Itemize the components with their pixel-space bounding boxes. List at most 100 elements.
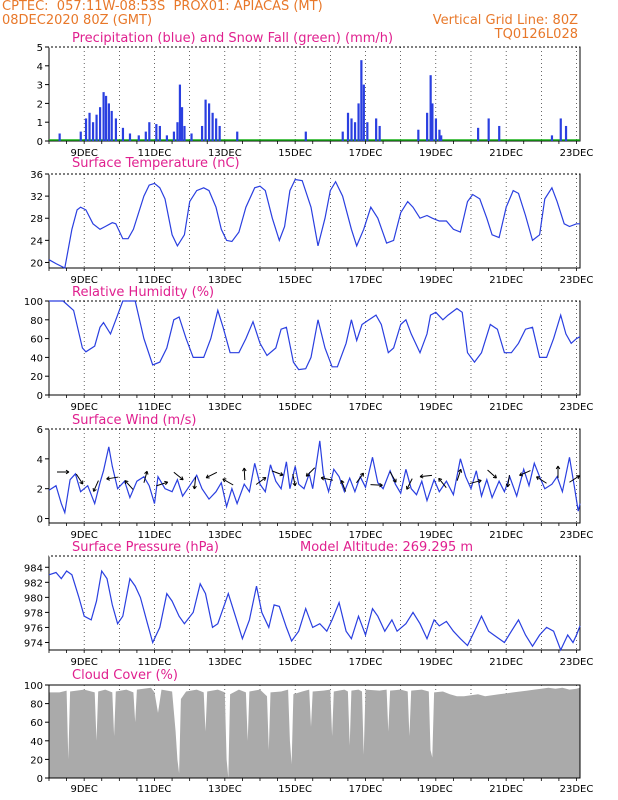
- x-tick-label: 23DEC: [560, 657, 594, 668]
- precip-bar: [304, 131, 307, 141]
- x-tick-label: 13DEC: [208, 275, 242, 286]
- x-tick-label: 15DEC: [278, 784, 312, 795]
- wind-arrow: [406, 478, 413, 490]
- precip-bar: [498, 125, 501, 141]
- x-tick-label: 21DEC: [489, 402, 523, 413]
- wind-arrow: [419, 474, 433, 478]
- wind-arrow-head: [192, 485, 197, 490]
- wind-arrow-head: [320, 476, 325, 481]
- x-tick-label: 9DEC: [70, 402, 97, 413]
- precip-bar: [218, 125, 221, 141]
- precip-bar: [148, 122, 151, 141]
- precip-bar: [172, 131, 176, 141]
- y-tick-label: 4: [37, 455, 43, 466]
- x-tick-label: 19DEC: [419, 784, 453, 795]
- wind-arrow-head: [406, 485, 411, 490]
- header-model-id: TQ0126L028: [494, 27, 578, 42]
- x-tick-label: 13DEC: [208, 530, 242, 541]
- precip-bar: [178, 84, 182, 141]
- y-tick-label: 980: [24, 593, 43, 604]
- wind-arrow-head: [519, 472, 524, 477]
- precip-bar: [366, 122, 369, 141]
- x-tick-label: 21DEC: [489, 784, 523, 795]
- wind-arrow: [205, 471, 218, 479]
- wind-arrow-head: [124, 480, 129, 485]
- x-tick-label: 13DEC: [208, 657, 242, 668]
- precip-bar: [137, 135, 140, 141]
- precip-bar: [208, 103, 211, 141]
- y-tick-label: 1: [37, 118, 43, 129]
- wind-arrow-head: [392, 478, 397, 483]
- wind-arrow: [93, 480, 99, 492]
- y-tick-label: 0: [37, 774, 43, 785]
- wind-arrow-head: [92, 487, 97, 492]
- y-tick-label: 36: [30, 170, 43, 181]
- y-tick-label: 6: [37, 425, 43, 436]
- series-line: [49, 300, 581, 371]
- x-tick-label: 19DEC: [419, 657, 453, 668]
- x-tick-label: 15DEC: [278, 402, 312, 413]
- y-tick-label: 80: [30, 316, 43, 327]
- y-tick-label: 5: [37, 43, 43, 54]
- x-tick-label: 13DEC: [208, 148, 242, 159]
- panel-frame: [48, 46, 581, 142]
- panel-title: Surface Temperature (nC): [72, 156, 240, 171]
- panel-title: Precipitation (blue) and Snow Fall (gree…: [72, 31, 393, 46]
- precip-bar: [183, 125, 186, 141]
- precip-bar: [144, 131, 147, 141]
- x-tick-label: 11DEC: [138, 530, 172, 541]
- panel-frame-top: [48, 684, 581, 779]
- y-tick-label: 100: [24, 681, 43, 692]
- panel-annotation: Model Altitude: 269.295 m: [300, 540, 473, 555]
- precip-bar: [158, 125, 161, 141]
- x-tick-label: 23DEC: [560, 530, 594, 541]
- wind-arrow: [321, 477, 333, 481]
- wind-arrow: [271, 470, 284, 476]
- y-tick-label: 80: [30, 700, 43, 711]
- wind-arrow-head: [222, 478, 227, 483]
- x-tick-label: 15DEC: [278, 657, 312, 668]
- y-tick-label: 0: [37, 515, 43, 526]
- x-tick-label: 11DEC: [138, 275, 172, 286]
- precip-bar: [429, 75, 432, 141]
- wind-arrow: [340, 480, 347, 492]
- precip-bar: [360, 60, 363, 141]
- wind-arrow: [173, 471, 184, 481]
- wind-arrow: [569, 475, 580, 483]
- precip-bar: [564, 125, 568, 141]
- series-line: [48, 440, 581, 515]
- x-tick-label: 19DEC: [419, 402, 453, 413]
- wind-arrow: [487, 469, 497, 479]
- cloud-area: [49, 687, 580, 778]
- wind-arrow-head: [106, 476, 111, 481]
- panel-title: Cloud Cover (%): [72, 668, 178, 683]
- x-tick-label: 17DEC: [349, 784, 383, 795]
- panel-0: 0 1 2 3 4 5 9DEC 11DEC 13DEC 15DEC 17DEC 19DEC 21DEC…: [37, 31, 594, 159]
- panel-title: Relative Humidity (%): [72, 285, 214, 300]
- y-tick-label: 32: [30, 192, 43, 203]
- wind-arrow: [536, 476, 547, 484]
- panel-3: 0 2 4 6 9DEC 11DEC 13DEC 15DEC 17DEC 19DEC 21DEC 23…: [37, 413, 594, 541]
- precip-bar: [353, 122, 357, 141]
- wind-arrow: [193, 476, 197, 490]
- wind-arrow-head: [457, 468, 463, 473]
- y-tick-label: 100: [24, 297, 43, 308]
- y-tick-label: 982: [24, 578, 43, 589]
- wind-arrow: [222, 478, 234, 486]
- panel-frame: [48, 173, 581, 269]
- precip-bar: [236, 131, 239, 141]
- y-tick-label: 984: [24, 563, 43, 574]
- precip-bar: [211, 112, 214, 141]
- wind-arrow: [469, 479, 482, 485]
- wind-arrow: [143, 471, 148, 483]
- wind-arrow-head: [438, 477, 443, 482]
- wind-arrow-head: [419, 474, 424, 479]
- panel-2: 0 20 40 60 80 100 9DEC 11DEC 13DEC 15DEC 17DEC 19DE…: [24, 285, 593, 413]
- precip-bar: [88, 112, 91, 141]
- y-tick-label: 2: [37, 99, 43, 110]
- x-tick-label: 23DEC: [560, 784, 594, 795]
- precip-bar: [440, 135, 443, 141]
- precip-bar: [91, 122, 95, 141]
- x-tick-label: 19DEC: [419, 530, 453, 541]
- wind-arrow-head: [279, 472, 284, 477]
